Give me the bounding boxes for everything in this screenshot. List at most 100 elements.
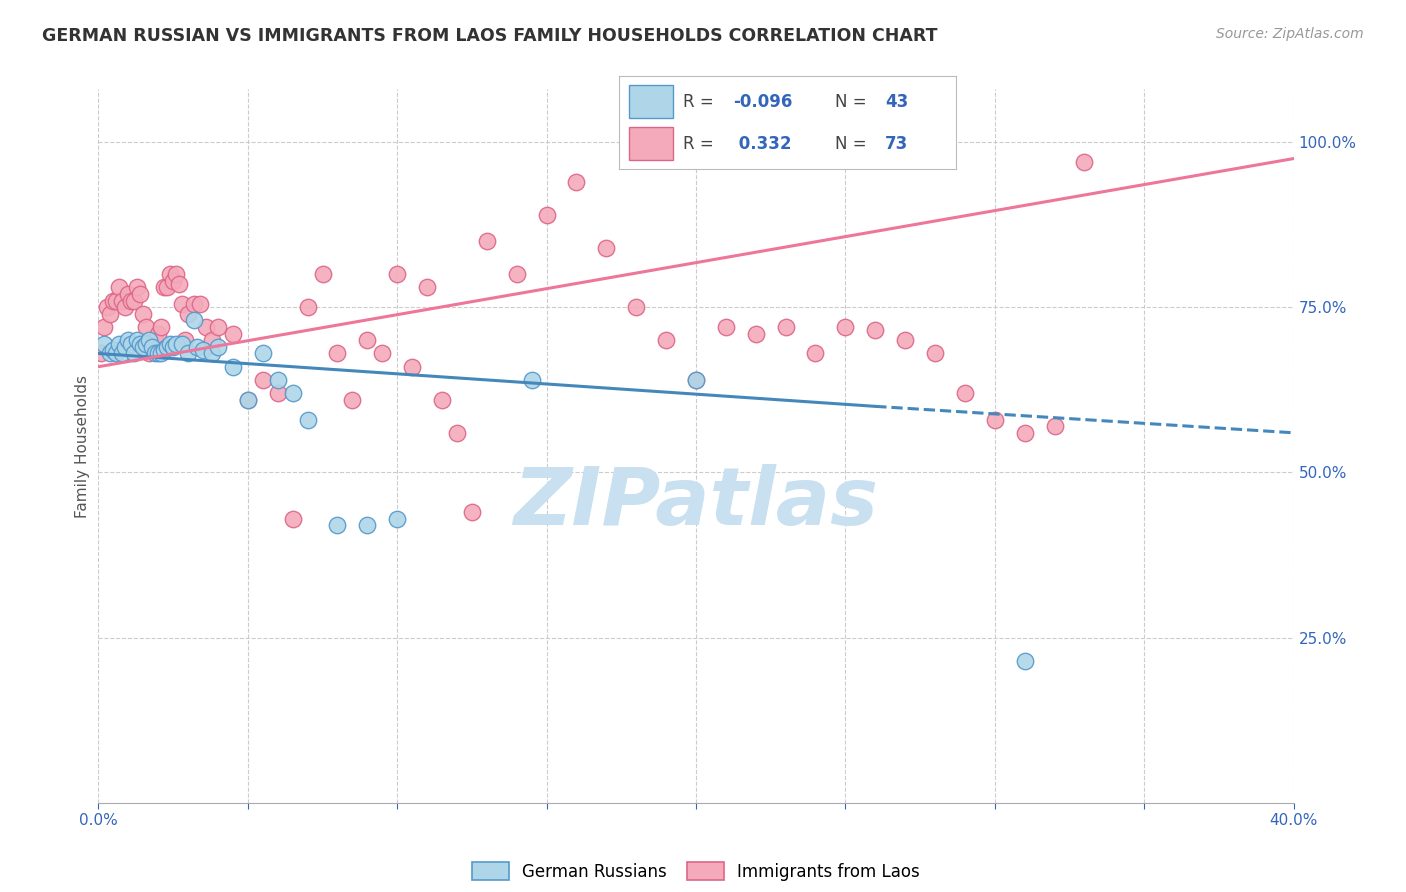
Point (894, 333, 917, 347)
Point (100, 307, 122, 321)
Point (183, 313, 205, 327)
Point (165, 267, 187, 281)
Point (150, 346, 173, 360)
Point (252, 373, 274, 387)
Point (177, 346, 200, 360)
Point (222, 326, 245, 341)
Point (153, 343, 176, 358)
Point (150, 320, 173, 334)
Point (281, 386, 304, 401)
Point (953, 386, 976, 401)
Point (103, 293, 125, 308)
Point (114, 300, 136, 314)
Legend: German Russians, Immigrants from Laos: German Russians, Immigrants from Laos (465, 855, 927, 888)
Point (120, 293, 142, 308)
Point (186, 340, 208, 354)
Point (461, 505, 484, 519)
Point (1014, 425, 1036, 440)
Point (356, 518, 378, 533)
Text: N =: N = (835, 135, 872, 153)
Text: 73: 73 (886, 135, 908, 153)
Point (111, 346, 134, 360)
Point (162, 274, 184, 288)
Point (236, 392, 259, 407)
Bar (628, 85, 672, 118)
Point (141, 340, 163, 354)
Point (172, 336, 194, 351)
Point (195, 320, 218, 334)
Point (685, 373, 707, 387)
Point (385, 511, 409, 525)
Point (108, 336, 131, 351)
Point (475, 234, 498, 248)
Point (626, 300, 648, 314)
Point (156, 280, 179, 294)
Point (1014, 654, 1036, 668)
Point (416, 280, 439, 294)
Point (356, 333, 378, 347)
Point (132, 340, 155, 354)
Point (201, 333, 224, 347)
Point (159, 336, 181, 351)
Point (385, 267, 409, 281)
Point (129, 336, 152, 351)
Point (127, 280, 149, 294)
Point (207, 320, 229, 334)
Point (93, 320, 115, 334)
Point (506, 267, 529, 281)
Point (135, 320, 157, 334)
Point (167, 277, 190, 292)
Point (117, 333, 139, 347)
Point (207, 340, 229, 354)
Point (834, 320, 856, 334)
Point (267, 373, 290, 387)
Bar (628, 128, 672, 160)
Point (236, 392, 259, 407)
Point (267, 386, 290, 401)
Point (924, 346, 946, 360)
Point (162, 340, 184, 354)
Point (141, 340, 163, 354)
Point (191, 343, 214, 358)
Point (127, 333, 149, 347)
Point (1043, 419, 1066, 434)
Text: -0.096: -0.096 (734, 93, 793, 111)
Point (108, 280, 131, 294)
Point (520, 373, 543, 387)
Point (138, 333, 160, 347)
Y-axis label: Family Households: Family Households (75, 375, 90, 517)
Point (111, 293, 134, 308)
Point (222, 359, 245, 374)
Point (117, 287, 139, 301)
Point (153, 280, 176, 294)
Point (655, 333, 678, 347)
Point (342, 392, 364, 407)
Point (775, 320, 797, 334)
Point (90, 346, 112, 360)
Point (165, 336, 187, 351)
Point (96, 300, 118, 314)
Point (129, 287, 152, 301)
Point (105, 346, 128, 360)
Point (714, 320, 737, 334)
Point (297, 300, 319, 314)
Point (326, 518, 349, 533)
Point (281, 511, 304, 525)
Point (103, 343, 125, 358)
Point (174, 333, 197, 347)
Point (745, 326, 768, 341)
Point (148, 346, 170, 360)
Point (100, 346, 122, 360)
Point (135, 336, 157, 351)
Text: R =: R = (683, 93, 718, 111)
Point (984, 412, 1007, 426)
Point (1073, 154, 1095, 169)
Point (804, 346, 827, 360)
Point (446, 425, 468, 440)
Point (430, 392, 453, 407)
Point (138, 346, 160, 360)
Text: R =: R = (683, 135, 724, 153)
Point (252, 346, 274, 360)
Point (143, 333, 166, 347)
Point (311, 267, 333, 281)
